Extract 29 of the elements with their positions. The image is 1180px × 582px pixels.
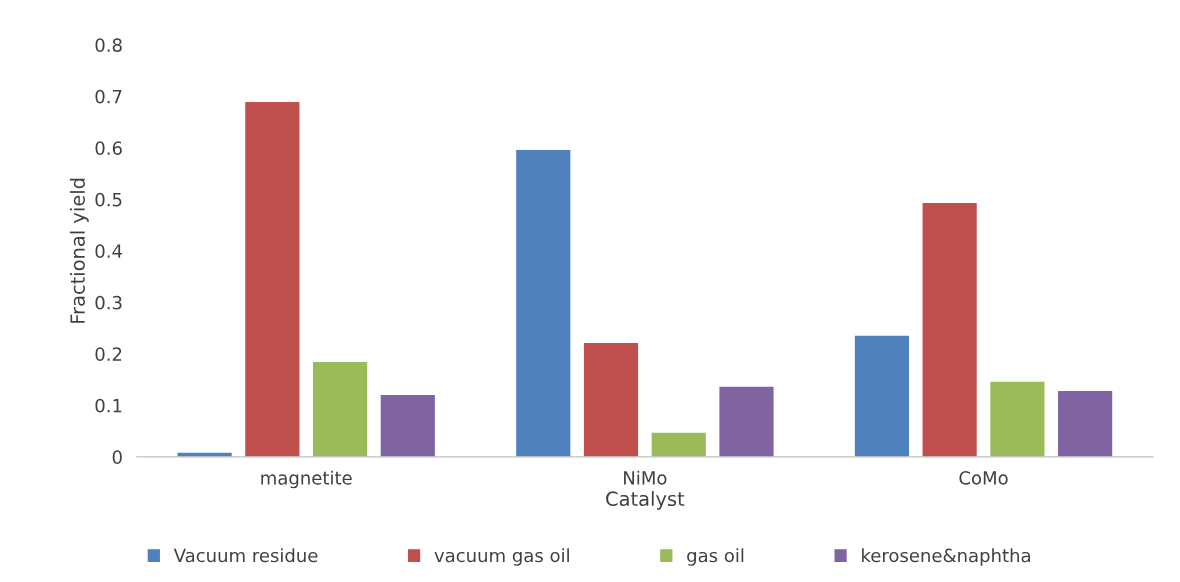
bar	[854, 335, 910, 457]
y-tick-label: 0.6	[95, 141, 122, 155]
bar	[245, 101, 300, 457]
y-tick-label: 0.3	[95, 295, 122, 310]
bar	[516, 149, 571, 457]
y-tick-label: 0	[112, 450, 122, 464]
legend-label: kerosene&naphtha	[862, 548, 1030, 566]
x-tick-label: CoMo	[959, 471, 1008, 485]
bar	[380, 395, 435, 457]
x-tick-label: magnetite	[261, 470, 352, 489]
legend-label: vacuum gas oil	[434, 548, 569, 566]
bar	[990, 381, 1045, 457]
y-tick-label: 0.8	[95, 38, 122, 52]
x-tick-label: NiMo	[624, 470, 667, 485]
legend-label: Vacuum residue	[173, 548, 318, 563]
y-tick-label: 0.5	[95, 192, 122, 207]
bar	[922, 202, 977, 457]
bar	[1058, 390, 1113, 457]
bar	[651, 432, 706, 457]
y-tick-label: 0.4	[95, 244, 122, 258]
y-tick-label: 0.1	[95, 398, 122, 413]
y-axis-title: Fractional yield	[69, 178, 89, 323]
bar	[583, 343, 639, 457]
y-tick-label: 0.7	[95, 89, 122, 104]
x-axis-title: Catalyst	[606, 491, 685, 510]
legend-label: gas oil	[687, 548, 744, 566]
bar	[719, 386, 774, 457]
bar	[312, 362, 368, 457]
y-tick-label: 0.2	[95, 347, 122, 361]
